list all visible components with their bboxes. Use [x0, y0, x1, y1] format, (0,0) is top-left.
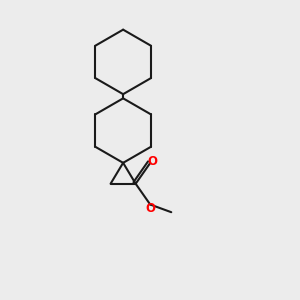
Text: O: O	[145, 202, 155, 214]
Text: O: O	[147, 155, 157, 168]
